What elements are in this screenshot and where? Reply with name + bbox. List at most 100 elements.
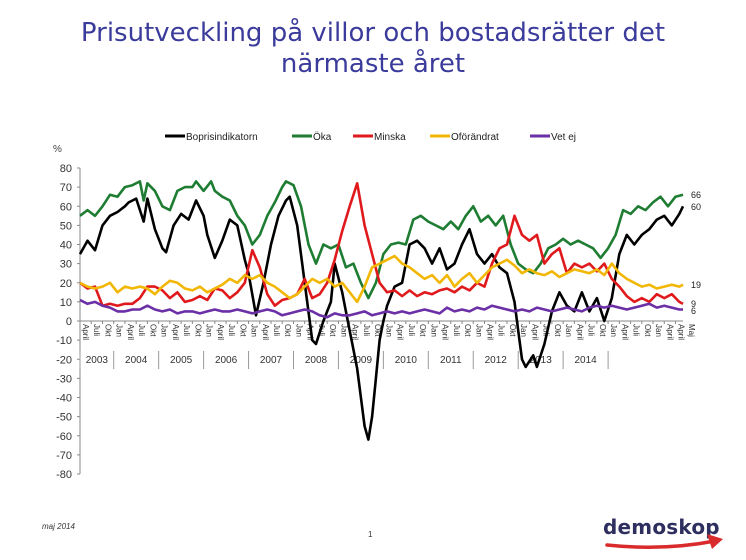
y-tick-label: 10 [60,297,72,309]
x-tick-label: Juli [227,324,236,336]
legend-label-vetej: Vet ej [551,132,576,143]
page-title: Prisutveckling på villor och bostadsrätt… [0,18,746,80]
logo-text: demoskop [603,515,720,539]
x-tick-label: Okt [238,324,247,337]
y-tick-label: 30 [60,259,72,271]
year-label: 2007 [260,355,283,366]
x-tick-label: Juli [182,324,191,336]
legend-label-oforandrat: Oförändrat [451,132,499,143]
title-line-2: närmaste året [280,49,466,79]
x-tick-label: Okt [508,324,517,337]
y-tick-label: -80 [56,469,72,481]
end-value-label: 60 [691,202,701,212]
x-tick-label: Juli [407,324,416,336]
y-tick-label: -50 [56,412,72,424]
title-line-1: Prisutveckling på villor och bostadsrätt… [80,18,666,48]
y-tick-label: 80 [60,163,72,175]
end-value-labels: 66 60 19 96 [691,190,701,316]
x-tick-label: Okt [598,324,607,337]
y-tick-label: -30 [56,373,72,385]
x-tick-label: Jan [250,324,259,337]
y-tick-label: -60 [56,431,72,443]
x-tick-label: Jan [654,324,663,337]
x-tick-label: Okt [328,324,337,337]
x-tick-label: April [81,324,90,340]
x-tick-label: April [216,324,225,340]
y-tick-label: 0 [66,316,72,328]
x-tick-label: Jan [474,324,483,337]
year-label: 2008 [305,355,328,366]
year-label: 2013 [530,355,553,366]
x-tick-label: Okt [103,324,112,337]
end-value-label: 66 [691,190,701,200]
x-tick-label: April [620,324,629,340]
year-label: 2006 [215,355,238,366]
x-tick-label: Okt [148,324,157,337]
legend-label-oka: Öka [313,131,332,143]
x-tick-label: Jan [339,324,348,337]
x-tick-label: Maj [687,324,696,337]
series-line-vetej [79,298,683,319]
x-tick-label: Juli [452,324,461,336]
x-tick-label: April [171,324,180,340]
y-tick-label: -70 [56,450,72,462]
y-tick-label: 70 [60,182,72,194]
year-label: 2003 [86,355,109,366]
demoskop-logo: demoskop [603,515,733,551]
end-value-label: 19 [691,280,701,290]
x-tick-label: Okt [193,324,202,337]
y-tick-label: -20 [56,354,72,366]
logo-arrow-icon [605,534,723,549]
x-tick-label: Juli [137,324,146,336]
y-tick-label: -10 [56,335,72,347]
x-tick-label: Okt [283,324,292,337]
y-tick-label: 40 [60,240,72,252]
x-tick-label: Juli [272,324,281,336]
x-tick-label: Jan [609,324,618,337]
x-tick-label: April [575,324,584,340]
page-number: 1 [368,530,373,539]
x-tick-label: April [677,324,686,340]
legend-label-bopris: Boprisindikatorn [186,132,258,143]
x-tick-label: Jan [294,324,303,337]
x-tick-label: Jan [205,324,214,337]
x-tick-label: Jan [564,324,573,337]
chart-series [78,180,685,441]
x-tick-label: April [441,324,450,340]
x-tick-label: Juli [497,324,506,336]
year-label: 2011 [440,355,462,366]
x-tick-label: Juli [362,324,371,336]
x-tick-label: Okt [373,324,382,337]
x-tick-label: Jan [429,324,438,337]
x-tick-label: Okt [643,324,652,337]
x-tick-label: Jan [115,324,124,337]
year-label: 2014 [574,355,597,366]
x-tick-label: Okt [418,324,427,337]
y-tick-label: 20 [60,278,72,290]
x-tick-label: April [396,324,405,340]
x-tick-label: Okt [463,324,472,337]
x-tick-label: April [261,324,270,340]
x-tick-label: Jan [384,324,393,337]
year-label: 2004 [125,355,148,366]
year-label: 2012 [485,355,508,366]
series-line-bopris [78,195,685,441]
x-tick-label: April [351,324,360,340]
x-tick-label: Juli [632,324,641,336]
series-line-oforandrat [79,254,684,304]
legend-label-minska: Minska [374,132,406,143]
x-axis: April Juli Okt Jan April Juli Okt Jan April Juli O… [79,320,696,369]
y-tick-label: -40 [56,393,72,405]
x-tick-label: Jan [160,324,169,337]
x-tick-label: April [126,324,135,340]
x-tick-label: April [665,324,674,340]
end-value-label: 9 [691,299,696,309]
year-label: 2005 [170,355,193,366]
x-tick-label: Jan [519,324,528,337]
series-line-minska [79,182,684,308]
y-tick-label: 60 [60,201,72,213]
x-tick-label: April [530,324,539,340]
x-tick-label: Juli [92,324,101,336]
y-axis: 80 70 60 50 40 30 20 10 0 -10 -20 -30 -40 -50 -60 -70 -8… [56,163,81,481]
end-value-label: 6 [691,306,696,316]
